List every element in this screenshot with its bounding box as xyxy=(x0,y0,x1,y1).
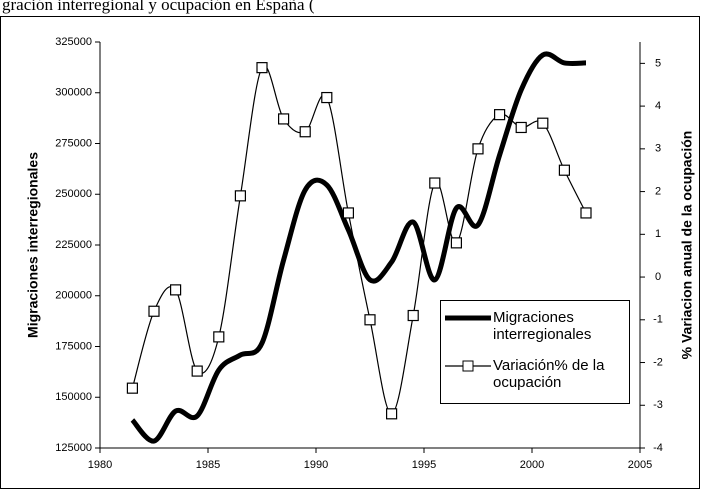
marker xyxy=(450,237,462,249)
marker xyxy=(537,117,549,129)
y2-tick-label: 4 xyxy=(655,100,661,112)
marker xyxy=(386,408,398,420)
legend-label: Variación% de la ocupación xyxy=(493,357,605,391)
legend-symbol xyxy=(445,360,491,372)
marker xyxy=(580,207,592,219)
marker xyxy=(191,365,203,377)
marker xyxy=(342,207,354,219)
marker xyxy=(234,190,246,202)
y-axis-label: Migraciones interregionales xyxy=(25,152,41,338)
y-tick-label: 300000 xyxy=(55,87,92,99)
marker xyxy=(278,113,290,125)
y-tick-label: 150000 xyxy=(55,391,92,403)
y2-axis-label: % Variacion anual de la ocupación xyxy=(679,131,695,360)
y2-tick-label: -2 xyxy=(653,356,663,368)
series-line xyxy=(130,51,587,444)
legend: Migraciones interregionales Variación% de… xyxy=(440,300,630,404)
y2-tick-label: -3 xyxy=(653,399,663,411)
marker xyxy=(515,121,527,134)
marker xyxy=(407,309,419,322)
x-tick-label: 1995 xyxy=(412,459,436,471)
marker xyxy=(299,126,311,138)
marker xyxy=(429,177,441,189)
y-tick-label: 250000 xyxy=(55,188,92,200)
y2-tick-label: 3 xyxy=(655,143,661,155)
marker xyxy=(170,284,182,296)
x-tick-label: 1990 xyxy=(304,459,328,471)
x-tick-label: 2005 xyxy=(628,459,652,471)
y-tick-label: 175000 xyxy=(55,340,92,352)
y-tick-label: 325000 xyxy=(55,36,92,48)
y-tick-label: 200000 xyxy=(55,290,92,302)
y2-tick-label: -4 xyxy=(653,442,663,454)
y2-tick-label: 5 xyxy=(655,57,661,69)
marker xyxy=(126,382,139,394)
y2-tick-label: -1 xyxy=(653,314,663,326)
marker xyxy=(321,91,333,104)
legend-symbol xyxy=(445,315,491,321)
legend-marker xyxy=(462,360,474,372)
marker xyxy=(494,109,506,121)
x-tick-label: 2000 xyxy=(520,459,544,471)
x-tick-label: 1980 xyxy=(88,459,112,471)
frame xyxy=(0,16,700,489)
y-tick-label: 275000 xyxy=(55,137,92,149)
x-tick-label: 1985 xyxy=(196,459,220,471)
marker xyxy=(256,62,268,74)
y-tick-label: 225000 xyxy=(55,239,92,251)
y2-tick-label: 1 xyxy=(655,228,661,240)
y2-tick-label: 2 xyxy=(655,185,661,197)
marker xyxy=(472,143,484,155)
chart-title: gración interregional y ocupación en Esp… xyxy=(2,0,315,14)
marker xyxy=(558,164,571,176)
marker xyxy=(213,331,225,343)
marker xyxy=(364,314,376,326)
marker xyxy=(148,305,160,317)
legend-label: Migraciones interregionales xyxy=(493,309,592,343)
y-tick-label: 125000 xyxy=(55,442,92,454)
y2-tick-label: 0 xyxy=(655,271,661,283)
